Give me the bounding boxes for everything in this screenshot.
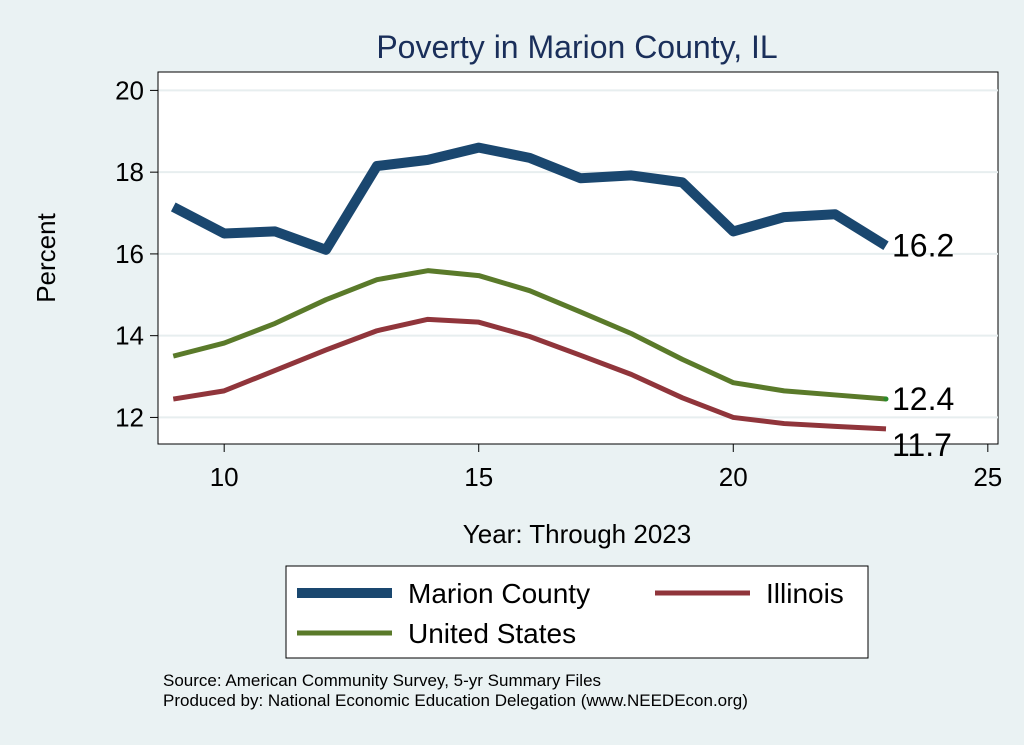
legend-box: [285, 565, 869, 659]
y-tick-label: 12: [115, 402, 144, 432]
x-tick-label: 20: [719, 462, 748, 492]
series-line-illinois: [172, 316, 887, 432]
chart-title: Poverty in Marion County, IL: [376, 29, 777, 65]
y-axis-title: Percent: [31, 212, 61, 302]
x-axis: 10 15 20 25: [173, 443, 1002, 492]
series-lines: [170, 142, 889, 432]
series-line-united-states: [172, 268, 887, 402]
legend: Marion County Illinois United States: [297, 578, 844, 649]
series-line-marion-county: [170, 142, 889, 255]
source-note: Source: American Community Survey, 5-yr …: [163, 671, 602, 690]
end-label-united-states: 12.4: [892, 381, 954, 417]
x-tick-label: 15: [464, 462, 493, 492]
x-axis-title: Year: Through 2023: [463, 519, 691, 549]
y-axis: 12 14 16 18 20: [115, 72, 159, 444]
end-labels: 16.2 12.4 11.7: [883, 228, 954, 463]
legend-label-united-states: United States: [408, 618, 576, 649]
y-tick-label: 20: [115, 75, 144, 105]
gridlines: [158, 89, 998, 419]
producer-note: Produced by: National Economic Education…: [163, 691, 748, 710]
y-tick-label: 18: [115, 157, 144, 187]
legend-label-illinois: Illinois: [766, 578, 844, 609]
y-tick-label: 14: [115, 321, 144, 351]
end-marker-united-states: [883, 396, 889, 402]
y-tick-label: 16: [115, 239, 144, 269]
end-label-illinois: 11.7: [892, 427, 952, 463]
x-tick-label: 25: [973, 462, 1002, 492]
plot-area: [157, 71, 999, 445]
legend-label-marion-county: Marion County: [408, 578, 590, 609]
x-tick-label: 10: [210, 462, 239, 492]
end-label-marion-county: 16.2: [892, 228, 954, 264]
